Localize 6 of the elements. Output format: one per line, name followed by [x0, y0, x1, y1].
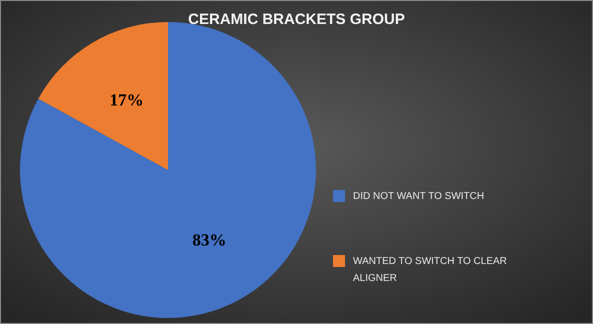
data-label: 83% [192, 230, 226, 250]
pie-slice [38, 22, 168, 170]
chart-title: CERAMIC BRACKETS GROUP [188, 11, 405, 28]
legend-label: DID NOT WANT TO SWITCH [353, 190, 484, 202]
legend-label: WANTED TO SWITCH TO CLEAR ALIGNER [353, 256, 507, 284]
data-label: 17% [110, 90, 144, 110]
